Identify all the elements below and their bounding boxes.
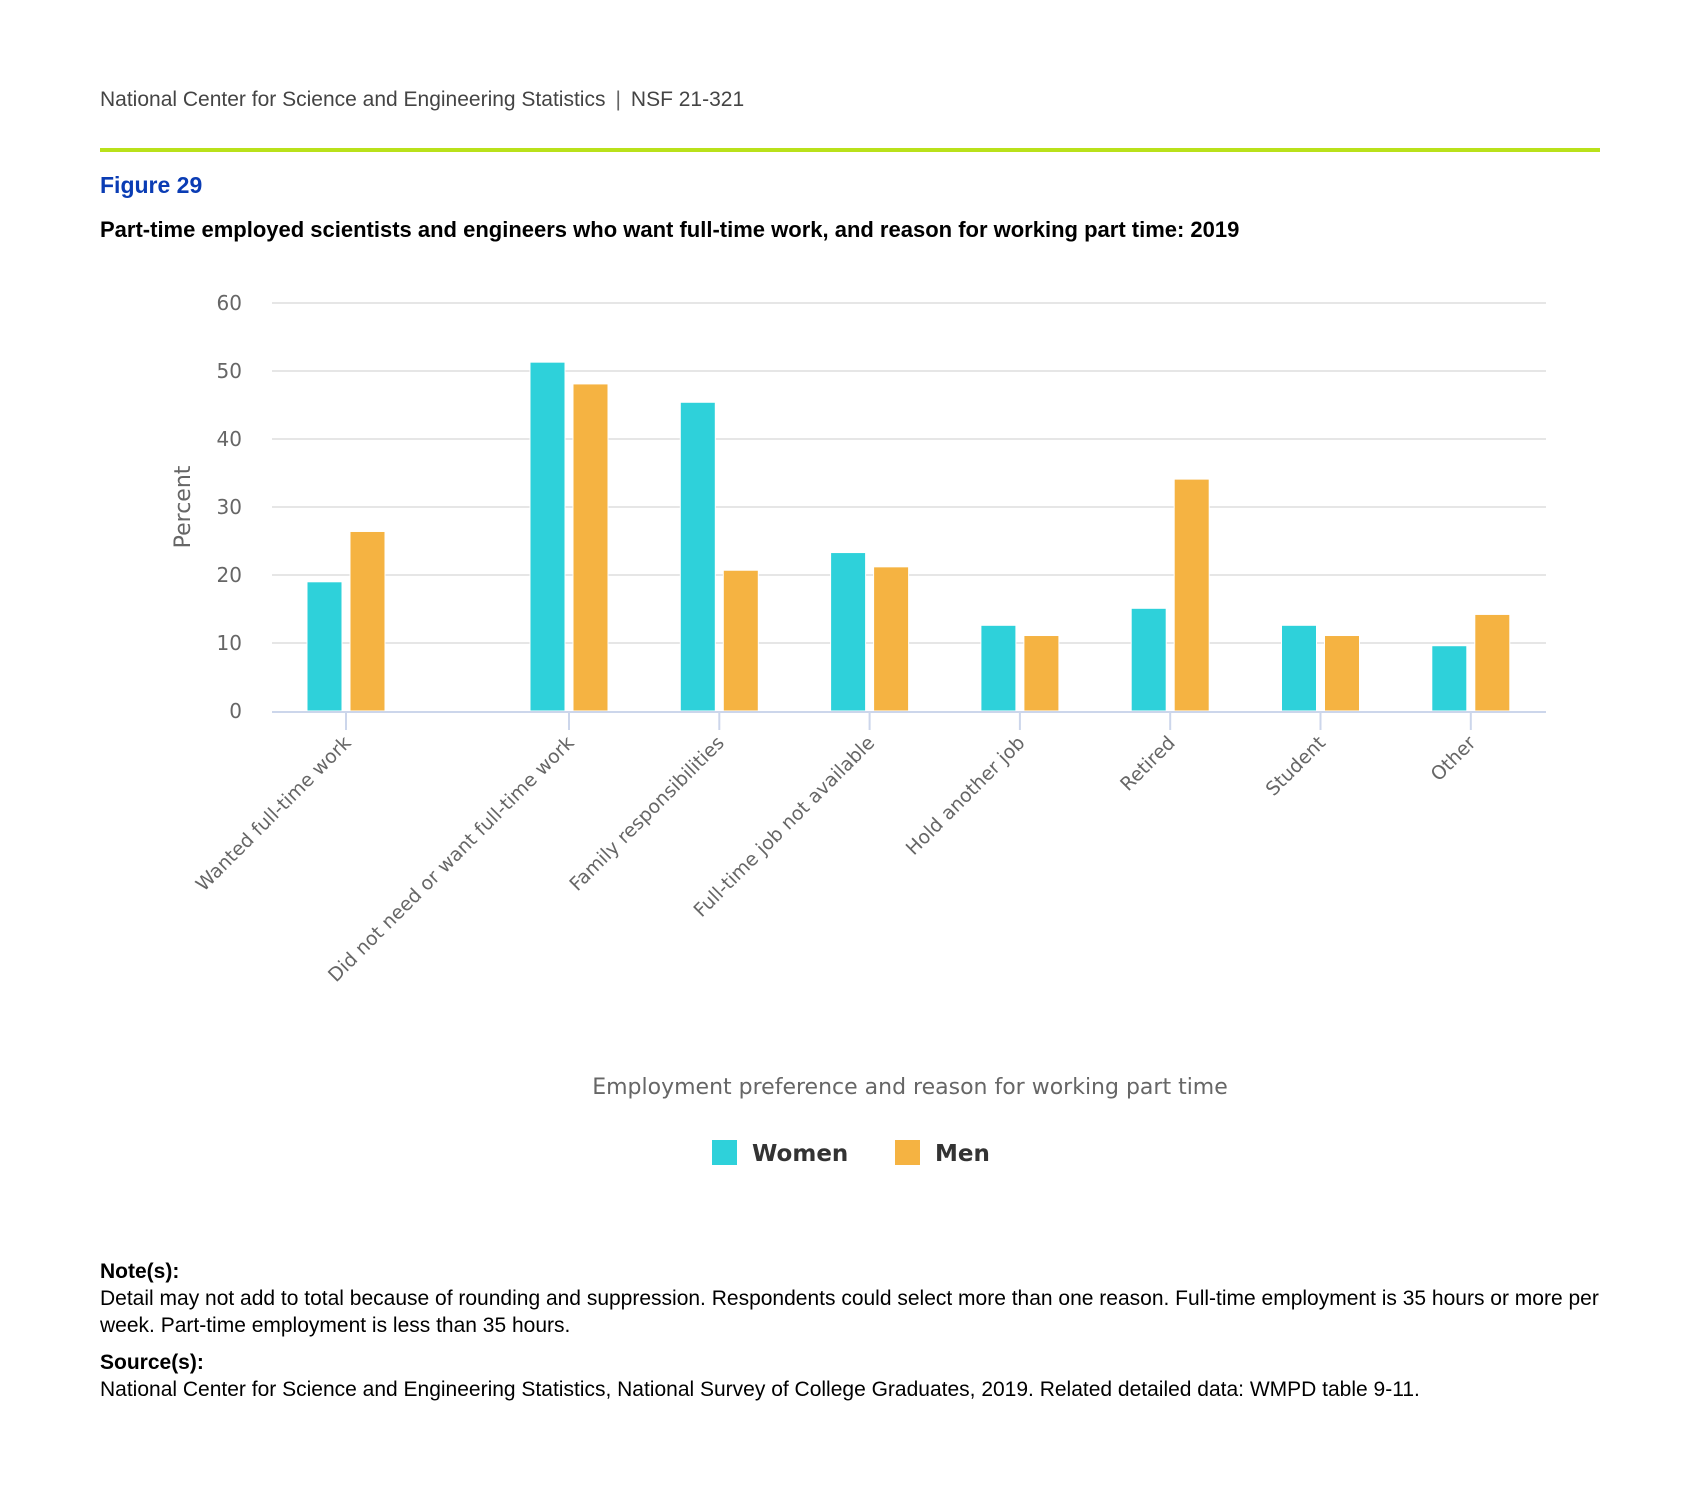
x-tick-label: Other — [1427, 732, 1481, 786]
bar-chart: 0 10 20 30 40 50 60 Percent Wanted full-time w… — [171, 291, 1546, 1167]
legend-item-women[interactable]: Women — [712, 1140, 848, 1167]
y-axis-title: Percent — [171, 465, 196, 548]
notes-text: Detail may not add to total because of r… — [100, 1287, 1599, 1337]
notes-heading: Note(s): — [100, 1260, 180, 1283]
bar-men — [722, 569, 759, 712]
y-tick-label: 0 — [229, 699, 242, 723]
notes-section: Note(s): Detail may not add to total bec… — [100, 1258, 1620, 1413]
y-tick-label: 20 — [217, 563, 242, 587]
y-tick-label: 50 — [217, 359, 242, 383]
legend-swatch — [712, 1140, 737, 1165]
bar-men — [1474, 613, 1511, 712]
figure-label: Figure 29 — [100, 172, 203, 198]
header-separator: | — [615, 88, 621, 111]
bar-women — [306, 581, 343, 712]
bar-men — [873, 566, 910, 712]
source-heading: Source(s): — [100, 1351, 204, 1374]
bar-men — [1173, 478, 1210, 712]
source-text: National Center for Science and Engineer… — [100, 1378, 1420, 1401]
report-header: National Center for Science and Engineer… — [100, 88, 744, 112]
legend-item-men[interactable]: Men — [895, 1140, 990, 1167]
bar-women — [1281, 624, 1317, 712]
legend-label: Women — [752, 1141, 848, 1167]
bar-women — [1431, 645, 1468, 712]
x-tick-label: Full-time job not available — [689, 732, 879, 922]
report-id: NSF 21-321 — [630, 88, 745, 111]
y-tick-label: 40 — [217, 427, 242, 451]
bar-women — [529, 361, 566, 712]
organization-name: National Center for Science and Engineer… — [100, 88, 606, 111]
bars — [306, 361, 1511, 712]
bar-men — [572, 383, 609, 712]
x-axis-title: Employment preference and reason for wor… — [592, 1075, 1228, 1100]
x-tick-label: Did not need or want full-time work — [324, 732, 579, 987]
x-tick-label: Retired — [1116, 732, 1180, 796]
x-tick-label: Wanted full-time work — [192, 732, 356, 896]
y-tick-label: 30 — [217, 495, 242, 519]
bar-men — [349, 530, 386, 712]
legend: Women Men — [712, 1140, 990, 1167]
y-tick-label: 10 — [217, 631, 242, 655]
gridlines — [272, 302, 1546, 644]
bar-men — [1324, 635, 1360, 712]
x-tick-label: Student — [1262, 732, 1330, 800]
bar-women — [679, 401, 716, 712]
header-rule — [100, 148, 1600, 152]
x-tick-label: Hold another job — [902, 732, 1030, 860]
legend-label: Men — [935, 1141, 990, 1167]
y-axis-ticks: 0 10 20 30 40 50 60 — [217, 291, 242, 723]
y-tick-label: 60 — [217, 291, 242, 315]
bar-women — [1130, 607, 1167, 712]
legend-swatch — [895, 1140, 920, 1165]
bar-women — [830, 552, 867, 712]
x-tick-label: Family responsibilities — [565, 732, 729, 896]
bar-women — [980, 624, 1017, 712]
bar-men — [1023, 635, 1060, 712]
figure-title: Part-time employed scientists and engine… — [100, 217, 1240, 242]
